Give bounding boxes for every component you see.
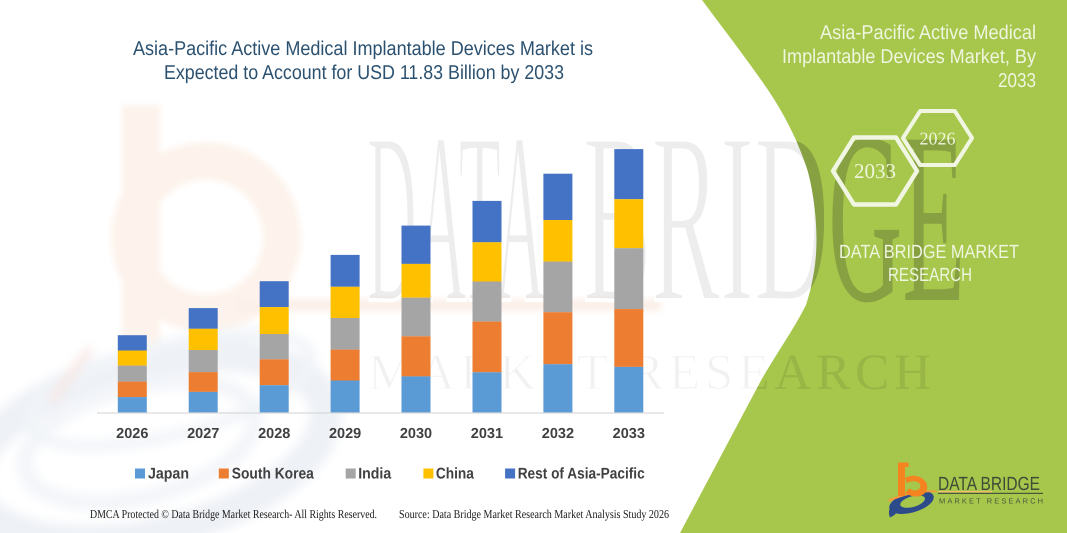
svg-text:RESEARCH: RESEARCH [888, 265, 972, 286]
svg-text:2032: 2032 [542, 426, 574, 442]
svg-text:2028: 2028 [258, 426, 290, 442]
svg-text:2026: 2026 [920, 129, 956, 149]
svg-text:Implantable Devices Market, By: Implantable Devices Market, By [782, 46, 1036, 68]
svg-text:Asia-Pacific Active Medical Im: Asia-Pacific Active Medical Implantable … [133, 38, 593, 60]
svg-text:2033: 2033 [613, 426, 645, 442]
svg-text:2026: 2026 [116, 426, 148, 442]
svg-text:China: China [436, 466, 474, 483]
svg-text:2030: 2030 [400, 426, 432, 442]
svg-text:DMCA Protected © Data Bridge M: DMCA Protected © Data Bridge Market Rese… [90, 507, 377, 521]
svg-text:2031: 2031 [471, 426, 503, 442]
svg-text:Source: Data Bridge Market Res: Source: Data Bridge Market Research Mark… [399, 507, 669, 521]
svg-text:South Korea: South Korea [232, 466, 314, 483]
svg-text:India: India [358, 466, 391, 483]
svg-text:Japan: Japan [148, 466, 189, 483]
svg-text:2027: 2027 [187, 426, 219, 442]
svg-text:DATA BRIDGE: DATA BRIDGE [938, 474, 1040, 495]
svg-text:2033: 2033 [998, 70, 1036, 92]
svg-text:Asia-Pacific Active Medical: Asia-Pacific Active Medical [820, 22, 1036, 44]
svg-text:MARKET RESEARCH: MARKET RESEARCH [368, 345, 931, 401]
svg-text:DATA BRIDGE MARKET: DATA BRIDGE MARKET [839, 242, 1019, 263]
svg-text:MARKET RESEARCH: MARKET RESEARCH [939, 497, 1043, 506]
svg-text:DATA: DATA [367, 82, 545, 353]
svg-text:2033: 2033 [854, 159, 896, 183]
svg-text:2029: 2029 [329, 426, 361, 442]
svg-text:Expected to Account for USD 11: Expected to Account for USD 11.83 Billio… [164, 62, 564, 84]
svg-text:Rest of Asia-Pacific: Rest of Asia-Pacific [518, 466, 645, 483]
